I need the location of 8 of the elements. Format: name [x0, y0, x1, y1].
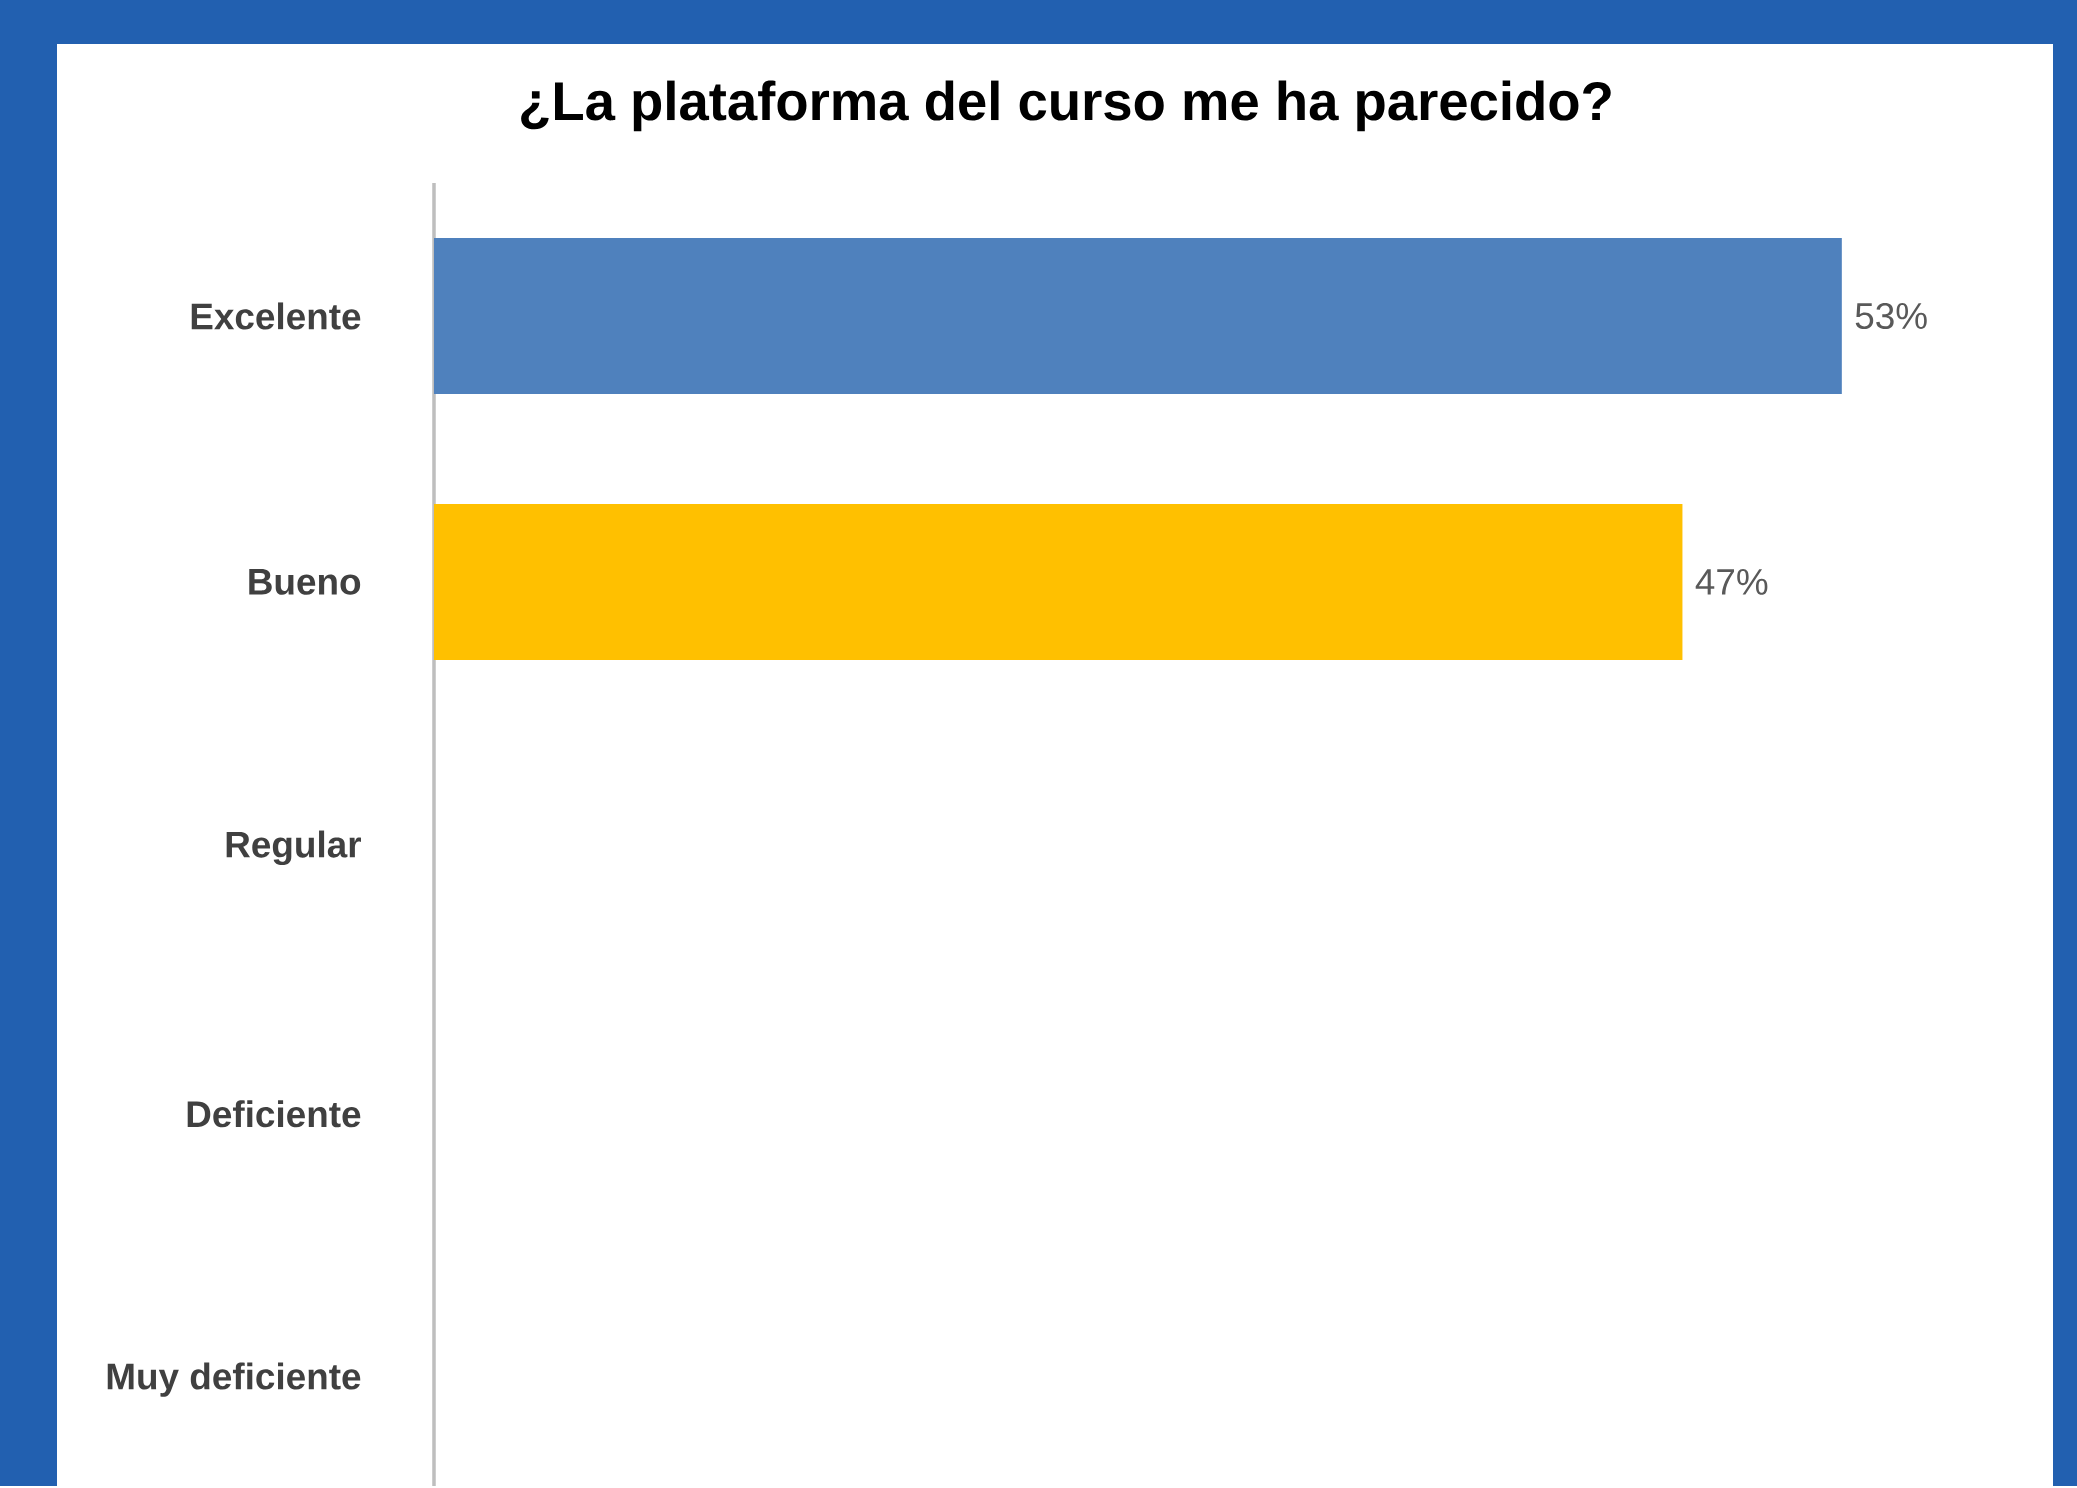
- chart-title: ¿La plataforma del curso me ha parecido?: [521, 80, 1611, 132]
- y-tick-label: Muy deficiente: [107, 1362, 361, 1397]
- y-tick-label: Bueno: [249, 569, 361, 595]
- y-tick-label: Regular: [226, 830, 361, 866]
- y-tick-label: Excelente: [191, 302, 361, 330]
- data-label: 47%: [1695, 569, 1768, 595]
- data-label: 53%: [1855, 303, 1927, 330]
- y-tick-label: Deficiente: [187, 1100, 361, 1128]
